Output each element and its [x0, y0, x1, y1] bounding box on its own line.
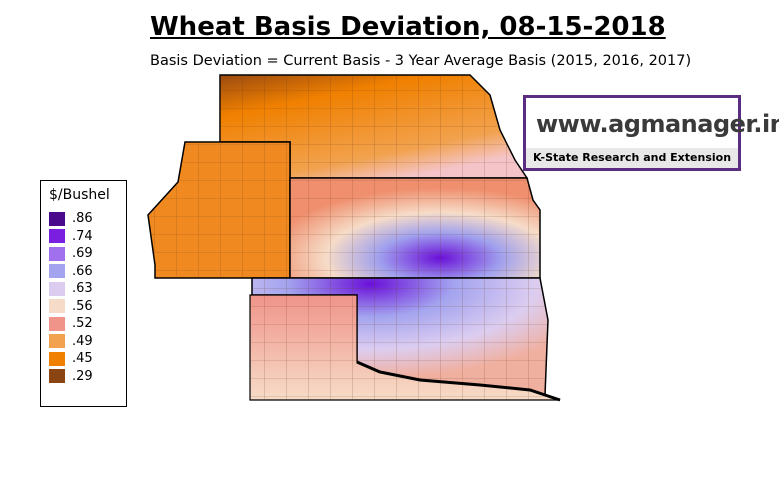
logo: www.agmanager.info K-State Research and … [523, 95, 779, 171]
legend-label: .66 [72, 263, 93, 279]
legend-swatch [49, 369, 65, 383]
logo-org: K-State Research and Extension [526, 148, 738, 168]
legend-title: $/Bushel [49, 187, 110, 203]
legend-swatch [49, 211, 65, 226]
legend-swatch [49, 229, 65, 243]
legend-item: .74 [49, 229, 93, 244]
legend: $/Bushel .86 .74 .69 .66 .63 .56 .52 .49 .45 .29 [40, 180, 127, 407]
title: Wheat Basis Deviation, 08-15-2018 [150, 12, 666, 42]
legend-item: .49 [49, 334, 93, 349]
legend-label: .69 [72, 246, 93, 261]
texas-panhandle [249, 294, 561, 402]
legend-label: .63 [72, 281, 93, 296]
legend-item: .52 [49, 316, 93, 331]
legend-label: .52 [72, 316, 93, 331]
legend-label: .56 [72, 298, 93, 314]
legend-swatch [49, 246, 65, 261]
legend-swatch [49, 334, 65, 348]
legend-item: .29 [49, 369, 93, 384]
legend-item: .69 [49, 246, 93, 261]
colorado [147, 141, 291, 279]
legend-label: .49 [72, 333, 93, 349]
legend-swatch [49, 281, 65, 296]
legend-swatch [49, 351, 65, 366]
legend-item: .45 [49, 351, 93, 366]
legend-item: .86 [49, 211, 93, 226]
legend-item: .66 [49, 264, 93, 279]
legend-item: .56 [49, 299, 93, 314]
legend-label: .29 [72, 368, 93, 384]
legend-item: .63 [49, 281, 93, 296]
legend-label: .86 [72, 211, 93, 226]
legend-swatch [49, 264, 65, 278]
nebraska [219, 74, 529, 179]
legend-swatch [49, 299, 65, 313]
legend-label: .45 [72, 351, 93, 366]
legend-swatch [49, 316, 65, 331]
kansas [289, 177, 541, 279]
logo-url: www.agmanager.info [536, 110, 779, 138]
legend-label: .74 [72, 228, 93, 244]
subtitle: Basis Deviation = Current Basis - 3 Year… [150, 53, 692, 69]
